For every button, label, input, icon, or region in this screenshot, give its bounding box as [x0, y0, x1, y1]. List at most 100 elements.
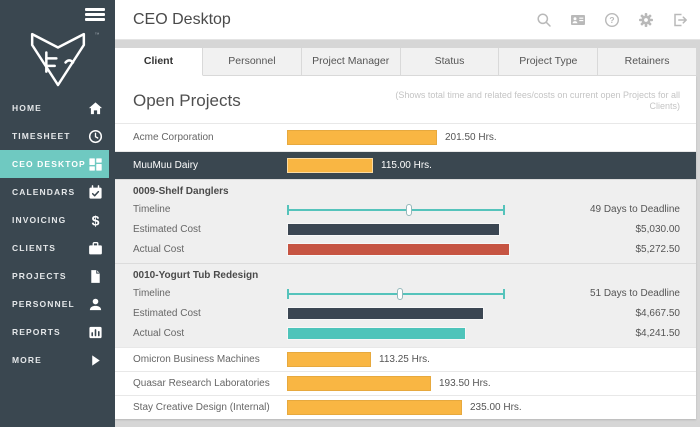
actual-cost-bar — [287, 243, 510, 256]
search-icon[interactable] — [536, 12, 552, 28]
sidebar-item-label: CEO DESKTOP — [12, 159, 86, 169]
sidebar-item-home[interactable]: HOME — [0, 94, 115, 122]
client-name: Omicron Business Machines — [133, 353, 260, 365]
sidebar-item-label: TIMESHEET — [12, 131, 71, 141]
home-icon — [88, 101, 103, 116]
sidebar: ™ HOME TIMESHEET CEO DESKTOP CALENDARS INVOI… — [0, 0, 115, 427]
hours-bar — [287, 351, 371, 367]
sidebar-item-more[interactable]: MORE — [0, 346, 115, 374]
hamburger-menu-icon[interactable] — [85, 8, 105, 23]
slider-track — [287, 292, 505, 295]
hours-bar — [287, 399, 462, 415]
client-row-acme-corporation[interactable]: Acme Corporation 201.50 Hrs. — [115, 122, 696, 151]
tab-status[interactable]: Status — [400, 48, 500, 76]
hours-value: 201.50 Hrs. — [445, 131, 497, 143]
client-row-muumuu-dairy[interactable]: MuuMuu Dairy 115.00 Hrs. — [115, 150, 696, 179]
document-icon — [88, 269, 103, 284]
timeline-slider[interactable] — [287, 287, 505, 301]
project-section-0010-yogurt-tub-redesign: 0010-Yogurt Tub Redesign Timeline 51 Days … — [115, 262, 696, 347]
slider-right-cap — [503, 204, 505, 215]
slider-right-cap — [503, 288, 505, 299]
page-title: CEO Desktop — [133, 10, 231, 28]
timeline-label: Timeline — [133, 204, 171, 215]
estimated-cost-value: $5,030.00 — [635, 224, 681, 235]
fox-logo: ™ — [20, 30, 100, 90]
actual-cost-value: $5,272.50 — [635, 244, 681, 255]
project-title: 0009-Shelf Danglers — [133, 185, 229, 197]
sidebar-item-label: PERSONNEL — [12, 299, 75, 309]
logout-icon[interactable] — [672, 12, 688, 28]
slider-thumb[interactable] — [406, 203, 413, 216]
heading-note: (Shows total time and related fees/costs… — [395, 90, 680, 112]
main-area: CEO Desktop ? Client Personnel Project Man… — [115, 0, 700, 427]
hours-bar-area: 193.50 Hrs. — [287, 375, 680, 391]
sidebar-item-label: INVOICING — [12, 215, 67, 225]
hours-value: 113.25 Hrs. — [379, 353, 430, 365]
client-row-quasar-research-laboratories[interactable]: Quasar Research Laboratories 193.50 Hrs. — [115, 370, 696, 395]
content-card: Open Projects (Shows total time and rela… — [115, 76, 696, 419]
hours-bar-area: 235.00 Hrs. — [287, 399, 680, 415]
tab-personnel[interactable]: Personnel — [203, 48, 302, 76]
hours-value: 235.00 Hrs. — [470, 401, 522, 413]
dashboard-icon — [88, 157, 103, 172]
project-sub-row: Estimated Cost $4,667.50 — [115, 304, 696, 324]
estimated-cost-label: Estimated Cost — [133, 308, 201, 319]
client-row-stay-creative-design-internal[interactable]: Stay Creative Design (Internal) 235.00 Hr… — [115, 394, 696, 419]
heading-block: Open Projects (Shows total time and rela… — [115, 76, 696, 123]
help-icon[interactable]: ? — [604, 12, 620, 28]
project-sub-row: Estimated Cost $5,030.00 — [115, 220, 696, 240]
slider-left-cap — [287, 288, 289, 299]
client-name: MuuMuu Dairy — [133, 159, 199, 171]
svg-text:$: $ — [92, 213, 100, 228]
sidebar-item-reports[interactable]: REPORTS — [0, 318, 115, 346]
sidebar-item-label: CALENDARS — [12, 187, 76, 197]
slider-thumb[interactable] — [397, 287, 404, 300]
tab-project-manager[interactable]: Project Manager — [301, 48, 401, 76]
client-name: Stay Creative Design (Internal) — [133, 401, 270, 413]
sidebar-item-ceo-desktop[interactable]: CEO DESKTOP — [0, 150, 115, 178]
sidebar-item-projects[interactable]: PROJECTS — [0, 262, 115, 290]
sidebar-menu: HOME TIMESHEET CEO DESKTOP CALENDARS INVOICI… — [0, 94, 115, 374]
project-section-0009-shelf-danglers: 0009-Shelf Danglers Timeline 49 Days to De… — [115, 178, 696, 263]
sidebar-item-label: PROJECTS — [12, 271, 67, 281]
sidebar-item-personnel[interactable]: PERSONNEL — [0, 290, 115, 318]
sidebar-item-label: MORE — [12, 355, 42, 365]
estimated-cost-bar — [287, 223, 500, 236]
timeline-slider[interactable] — [287, 203, 505, 217]
deadline-value: 51 Days to Deadline — [589, 288, 680, 299]
hours-bar — [287, 375, 431, 391]
hours-bar — [287, 129, 437, 145]
project-sub-row: Actual Cost $5,272.50 — [115, 240, 696, 260]
sidebar-item-calendars[interactable]: CALENDARS — [0, 178, 115, 206]
tab-project-type[interactable]: Project Type — [499, 48, 599, 76]
hours-bar-area: 115.00 Hrs. — [287, 157, 680, 173]
sidebar-item-label: CLIENTS — [12, 243, 57, 253]
slider-track — [287, 208, 505, 211]
estimated-cost-label: Estimated Cost — [133, 224, 201, 235]
briefcase-icon — [88, 241, 103, 256]
header: CEO Desktop ? — [115, 0, 700, 40]
sidebar-item-timesheet[interactable]: TIMESHEET — [0, 122, 115, 150]
actual-cost-label: Actual Cost — [133, 244, 185, 255]
actual-cost-label: Actual Cost — [133, 328, 185, 339]
hours-bar-area: 201.50 Hrs. — [287, 129, 680, 145]
tab-retainers[interactable]: Retainers — [598, 48, 696, 76]
dollar-icon: $ — [88, 213, 103, 228]
sidebar-item-label: REPORTS — [12, 327, 61, 337]
projects-list: Acme Corporation 201.50 Hrs. MuuMuu Dairy 1… — [115, 122, 696, 419]
sidebar-item-clients[interactable]: CLIENTS — [0, 234, 115, 262]
hours-bar-area: 113.25 Hrs. — [287, 351, 680, 367]
estimated-cost-bar — [287, 307, 484, 320]
sidebar-item-invoicing[interactable]: INVOICING $ — [0, 206, 115, 234]
contacts-icon[interactable] — [570, 12, 586, 28]
tab-client[interactable]: Client — [115, 48, 203, 76]
client-row-omicron-business-machines[interactable]: Omicron Business Machines 113.25 Hrs. — [115, 346, 696, 371]
project-title: 0010-Yogurt Tub Redesign — [133, 269, 259, 281]
project-sub-row: Actual Cost $4,241.50 — [115, 324, 696, 344]
actual-cost-bar — [287, 327, 466, 340]
hours-value: 115.00 Hrs. — [381, 159, 432, 171]
settings-icon[interactable] — [638, 12, 654, 28]
tab-bar: Client Personnel Project Manager Status Proj… — [115, 48, 696, 76]
bar-chart-icon — [88, 325, 103, 340]
actual-cost-value: $4,241.50 — [635, 328, 681, 339]
